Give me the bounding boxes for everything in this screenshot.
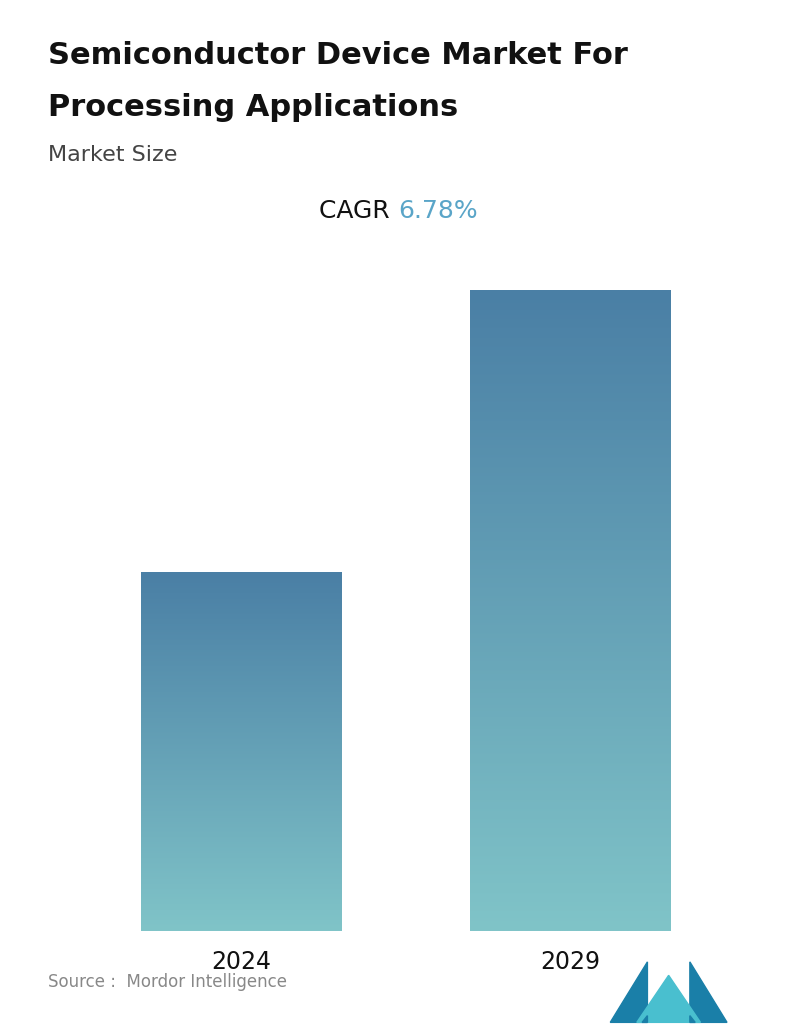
Polygon shape <box>690 1015 695 1023</box>
Text: Source :  Mordor Intelligence: Source : Mordor Intelligence <box>48 973 287 991</box>
Text: Semiconductor Device Market For: Semiconductor Device Market For <box>48 41 627 70</box>
Text: CAGR: CAGR <box>319 199 398 222</box>
Text: 6.78%: 6.78% <box>398 199 478 222</box>
Text: Market Size: Market Size <box>48 145 178 164</box>
Polygon shape <box>611 962 647 1023</box>
Text: Processing Applications: Processing Applications <box>48 93 458 122</box>
Polygon shape <box>642 1015 647 1023</box>
Polygon shape <box>690 962 727 1023</box>
Polygon shape <box>637 975 700 1023</box>
